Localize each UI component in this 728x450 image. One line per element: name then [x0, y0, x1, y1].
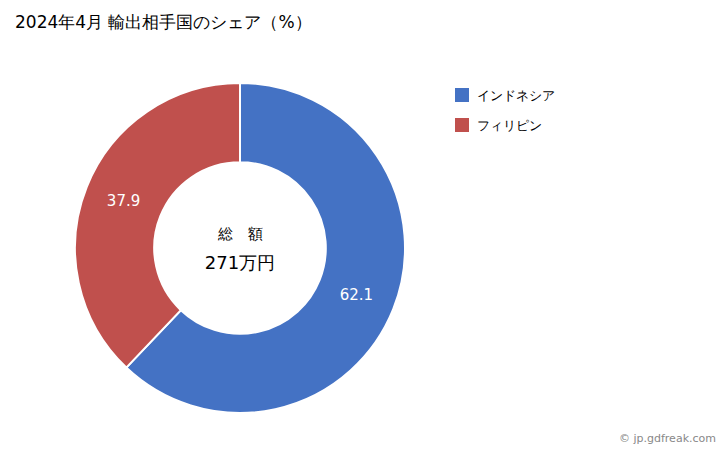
slice [75, 83, 240, 368]
center-label: 271万円 [205, 252, 275, 273]
legend-item: フィリピン [455, 118, 542, 133]
data-label: 37.9 [107, 192, 140, 210]
legend-swatch [455, 88, 469, 102]
legend-swatch [455, 118, 469, 132]
footnote: © jp.gdfreak.com [619, 432, 716, 445]
data-label: 62.1 [340, 286, 373, 304]
slices [75, 83, 405, 413]
texts: 62.1 37.9 総 額 271万円 [107, 192, 373, 303]
center-label: 総 額 [217, 225, 263, 243]
legend-item: インドネシア [455, 88, 555, 103]
legend-label: インドネシア [477, 88, 555, 103]
legend-label: フィリピン [477, 118, 542, 133]
legend: インドネシアフィリピン [455, 88, 555, 133]
chart: 2024年4月 輸出相手国のシェア（%） 62.1 37.9 総 額 271万円 © jp… [0, 0, 728, 450]
plot [75, 83, 405, 413]
title: 2024年4月 輸出相手国のシェア（%） [15, 12, 312, 32]
